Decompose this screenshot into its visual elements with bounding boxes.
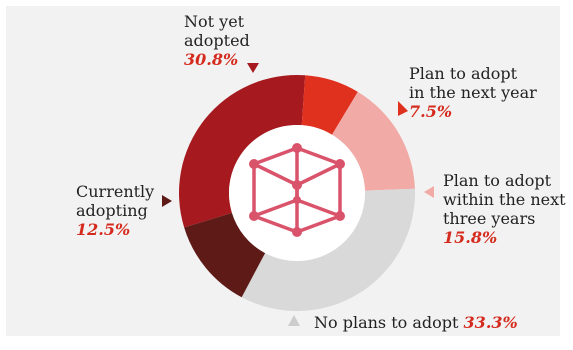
slice-plan-to-adopt-in-the-next-year bbox=[301, 75, 358, 135]
label-pointers bbox=[162, 63, 434, 326]
slice-currently-adopting bbox=[184, 212, 266, 298]
pointer-next-year bbox=[398, 101, 408, 116]
label-currently-adopting: Currently adopting 12.5% bbox=[76, 182, 154, 239]
label-percent: 33.3% bbox=[463, 313, 518, 332]
label-text: Not yet bbox=[184, 12, 245, 31]
label-three-years: Plan to adopt within the next three year… bbox=[443, 171, 566, 247]
label-text: adopting bbox=[76, 201, 148, 220]
label-not-yet-adopted: Not yet adopted 30.8% bbox=[184, 12, 250, 69]
label-percent: 30.8% bbox=[184, 50, 239, 69]
label-text: three years bbox=[443, 209, 536, 228]
label-text: Plan to adopt bbox=[443, 171, 552, 190]
label-text: adopted bbox=[184, 31, 250, 50]
slice-plan-to-adopt-within-the-next-three-years bbox=[332, 91, 415, 191]
donut-slices bbox=[178, 75, 415, 311]
label-text: No plans to adopt bbox=[314, 313, 459, 332]
pointer-no-plans bbox=[288, 315, 300, 326]
slice-no-plans-to-adopt bbox=[241, 188, 415, 311]
label-no-plans: No plans to adopt 33.3% bbox=[314, 313, 518, 332]
pointer-three-years bbox=[424, 186, 434, 198]
label-text: in the next year bbox=[409, 83, 537, 102]
label-percent: 15.8% bbox=[443, 228, 498, 247]
label-text: Plan to adopt bbox=[409, 64, 518, 83]
label-percent: 7.5% bbox=[409, 102, 453, 121]
pointer-not-yet bbox=[247, 63, 259, 73]
pointer-currently bbox=[162, 195, 172, 207]
cube-icon-nodes bbox=[249, 143, 345, 237]
label-text: within the next bbox=[443, 190, 566, 209]
slice-not-yet-adopted bbox=[178, 75, 306, 228]
label-next-year: Plan to adopt in the next year 7.5% bbox=[409, 64, 537, 121]
label-percent: 12.5% bbox=[76, 220, 131, 239]
label-text: Currently bbox=[76, 182, 155, 201]
